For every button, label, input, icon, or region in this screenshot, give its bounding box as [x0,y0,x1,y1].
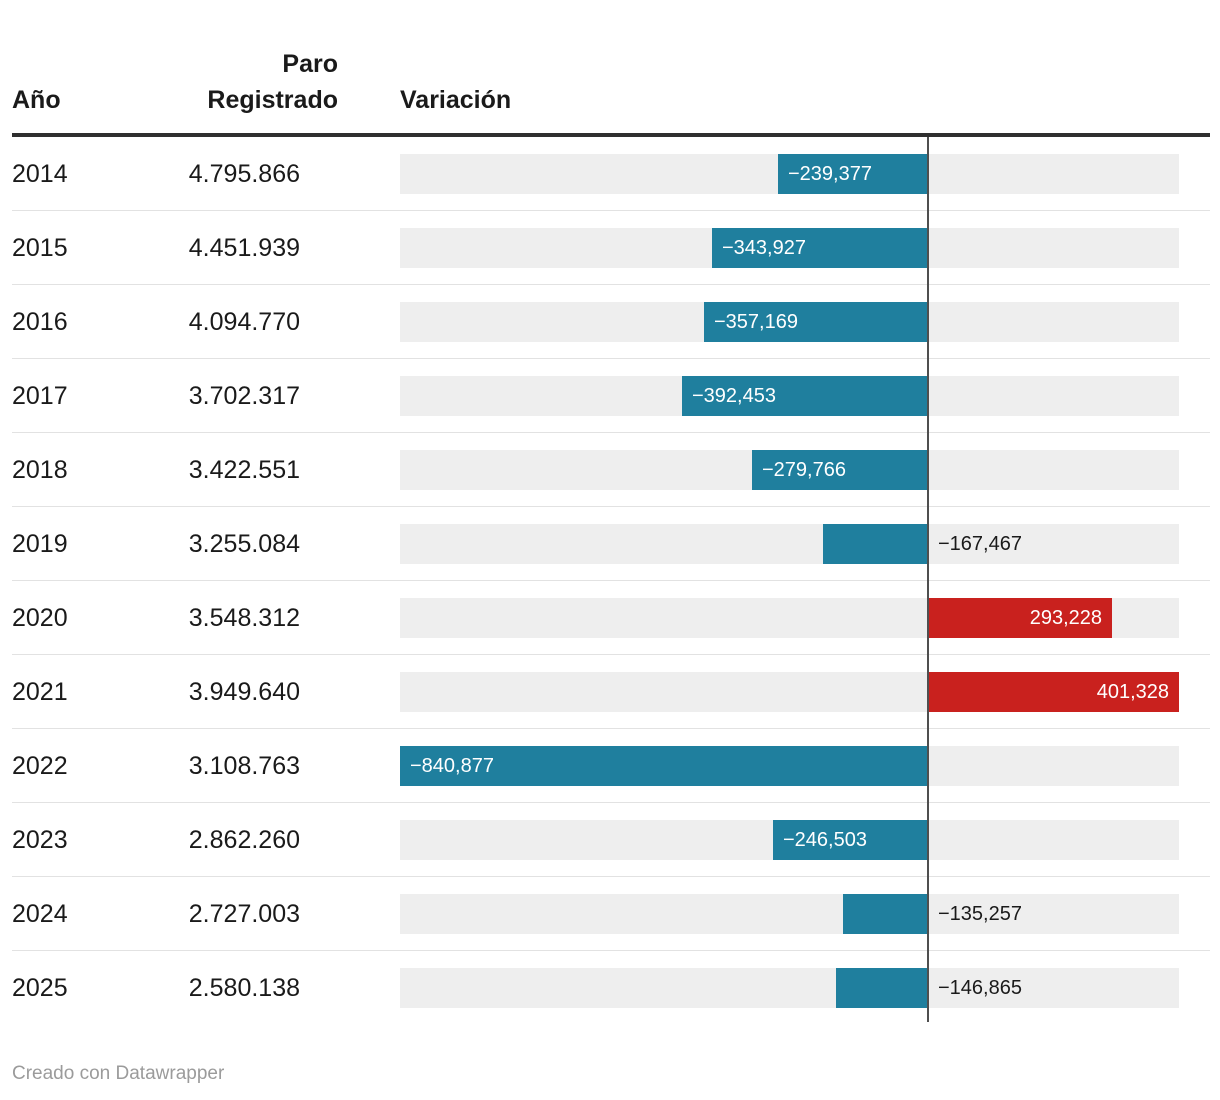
header-rule [12,133,1210,137]
variation-bar [400,746,928,786]
table-row: 2015 4.451.939 −343,927 [12,211,1210,285]
variation-bar [773,820,928,860]
table-row: 2021 3.949.640 401,328 [12,655,1210,729]
paro-registrado-cell: 3.255.084 [188,530,300,558]
paro-registrado-cell: 2.727.003 [188,900,300,928]
table-body: 2014 4.795.866 −239,377 2015 4.451.939 −… [12,137,1210,1025]
year-cell: 2018 [12,456,68,484]
variation-bar-track: 293,228 [400,598,1179,638]
paro-registrado-cell: 4.094.770 [188,308,300,336]
variation-bar [823,524,928,564]
paro-registrado-cell: 3.949.640 [188,678,300,706]
variation-bar [778,154,928,194]
variation-value-label: −239,377 [788,163,872,185]
variation-bar-track: −239,377 [400,154,1179,194]
year-cell: 2023 [12,826,68,854]
table-row: 2019 3.255.084 −167,467 [12,507,1210,581]
paro-registrado-cell: 2.580.138 [188,974,300,1002]
year-cell: 2022 [12,752,68,780]
variation-value-label: 401,328 [1096,681,1169,703]
header-paro-line2: Registrado [207,86,338,114]
year-cell: 2017 [12,382,68,410]
table-row: 2017 3.702.317 −392,453 [12,359,1210,433]
variation-value-label: −279,766 [762,459,846,481]
variation-value-label: −392,453 [692,385,776,407]
datawrapper-credit: Creado con Datawrapper [12,1063,225,1084]
variation-bar [836,968,928,1008]
table-row: 2024 2.727.003 −135,257 [12,877,1210,951]
year-cell: 2020 [12,604,68,632]
variation-bar-track: −279,766 [400,450,1179,490]
table-row: 2025 2.580.138 −146,865 [12,951,1210,1025]
paro-registrado-cell: 4.795.866 [188,160,300,188]
variation-bar-track: −357,169 [400,302,1179,342]
table-row: 2023 2.862.260 −246,503 [12,803,1210,877]
year-cell: 2016 [12,308,68,336]
paro-registrado-cell: 2.862.260 [188,826,300,854]
variation-bar [704,302,928,342]
paro-registrado-cell: 4.451.939 [188,234,300,262]
variation-value-label: −840,877 [410,755,494,777]
table-row: 2020 3.548.312 293,228 [12,581,1210,655]
paro-registrado-cell: 3.548.312 [188,604,300,632]
variation-value-label: −146,865 [938,977,1022,999]
year-cell: 2025 [12,974,68,1002]
year-cell: 2015 [12,234,68,262]
header-variacion: Variación [400,86,512,114]
variation-bar-track: −840,877 [400,746,1179,786]
year-cell: 2024 [12,900,68,928]
variation-value-label: −343,927 [722,237,806,259]
variation-bar-track: −343,927 [400,228,1179,268]
variation-value-label: −167,467 [938,533,1022,555]
variation-bar-track: −392,453 [400,376,1179,416]
variation-bar [928,672,1179,712]
header-year-spacer [12,46,175,82]
variation-bar [752,450,928,490]
year-cell: 2019 [12,530,68,558]
variation-bar-track: −246,503 [400,820,1179,860]
table-row: 2022 3.108.763 −840,877 [12,729,1210,803]
table-row: 2018 3.422.551 −279,766 [12,433,1210,507]
variation-bar-track: 401,328 [400,672,1179,712]
variation-bar [843,894,928,934]
variation-bar-track: −146,865 [400,968,1179,1008]
paro-registrado-cell: 3.108.763 [188,752,300,780]
zero-baseline [927,137,929,1022]
variation-bar-track: −135,257 [400,894,1179,934]
table-row: 2016 4.094.770 −357,169 [12,285,1210,359]
variation-bar [928,598,1112,638]
variation-value-label: 293,228 [1029,607,1102,629]
paro-registrado-cell: 3.422.551 [188,456,300,484]
variation-value-label: −246,503 [783,829,867,851]
paro-registrado-cell: 3.702.317 [188,382,300,410]
variation-bar [712,228,928,268]
year-cell: 2014 [12,160,68,188]
variation-value-label: −135,257 [938,903,1022,925]
header-paro-line1: Paro [282,50,338,78]
table-row: 2014 4.795.866 −239,377 [12,137,1210,211]
variation-bar [682,376,928,416]
year-cell: 2021 [12,678,68,706]
table-header: Paro Año Registrado Variación [12,46,1210,118]
variation-value-label: −357,169 [714,311,798,333]
variation-bar-track: −167,467 [400,524,1179,564]
header-year: Año [12,86,61,114]
